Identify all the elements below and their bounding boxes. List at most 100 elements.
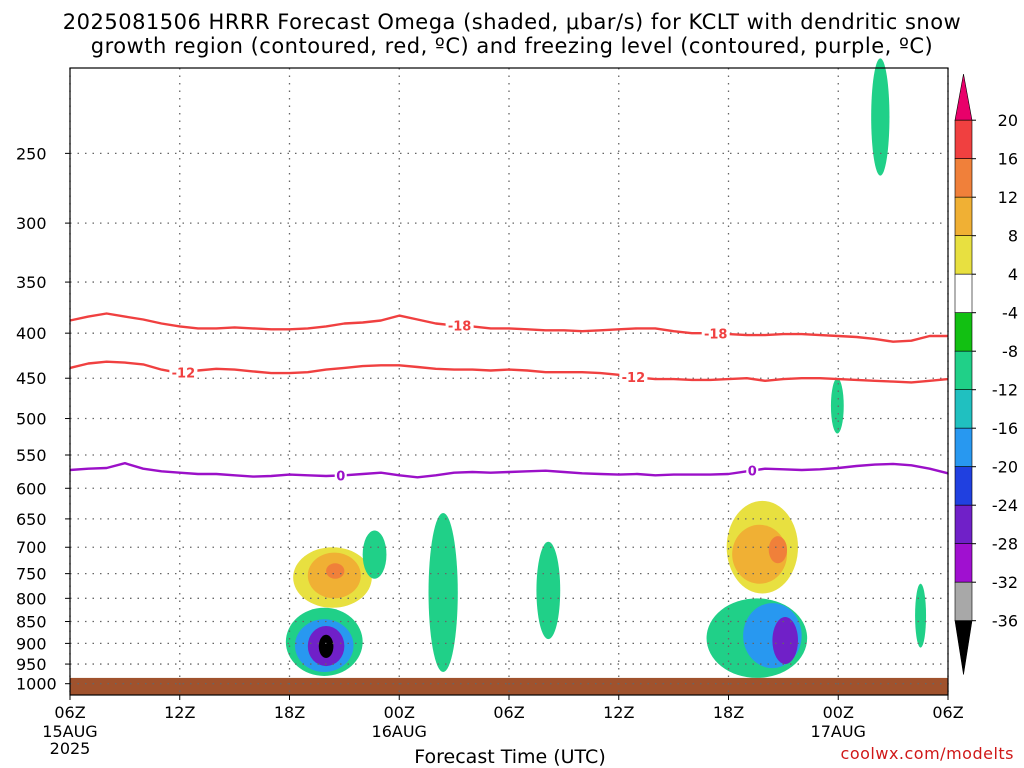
x-date-label: 16AUG xyxy=(372,722,427,741)
colorbar-band xyxy=(954,466,973,506)
chart-title-line-2: growth region (contoured, red, ºC) and f… xyxy=(90,34,934,58)
x-tick-label: 12Z xyxy=(603,703,634,722)
contour-label: -18 xyxy=(704,327,728,342)
colorbar-tick-label: -20 xyxy=(992,458,1018,477)
contour-label-bg xyxy=(701,326,730,341)
pressure-axis: 250 300 350 400 450 500 550 600 650 700 750 800 850 9… xyxy=(16,144,70,694)
chart-title-line-1: 2025081506 HRRR Forecast Omega (shaded, … xyxy=(62,10,962,34)
omega-shade-15 xyxy=(472,643,491,658)
colorbar-band xyxy=(954,235,973,275)
site-credit: coolwx.com/modelts xyxy=(840,744,1014,763)
contour-label-bg xyxy=(619,369,648,384)
y-tick-label: 900 xyxy=(16,634,47,653)
omega-shade-23 xyxy=(772,616,799,665)
colorbar-band xyxy=(954,119,973,159)
y-tick-label: 600 xyxy=(16,479,47,498)
y-tick-label: 250 xyxy=(16,144,47,163)
contour-label: -18 xyxy=(448,320,472,335)
x-tick-label: 06Z xyxy=(493,703,524,722)
omega-shade-25 xyxy=(830,378,844,434)
colorbar-tick-label: -12 xyxy=(992,381,1018,400)
colorbar-tick-label: -24 xyxy=(992,496,1018,515)
omega-shade-8 xyxy=(326,563,345,579)
colorbar-band xyxy=(954,504,973,545)
colorbar-tick-label: -16 xyxy=(992,419,1018,438)
colorbar-bottom-arrow xyxy=(954,620,973,675)
colorbar-band xyxy=(954,389,973,429)
colorbar-tick-label: 16 xyxy=(998,150,1018,169)
contour-label: 0 xyxy=(336,469,345,484)
contour-label-bg xyxy=(169,365,198,380)
colorbar-band xyxy=(954,273,973,314)
contour-label-bg xyxy=(445,318,474,333)
y-tick-label: 500 xyxy=(16,410,47,429)
contour-label: 0 xyxy=(748,465,757,480)
contour-label: -12 xyxy=(622,371,646,386)
contour-line-0 xyxy=(69,462,949,479)
y-tick-label: 550 xyxy=(16,446,47,465)
x-axis-label: Forecast Time (UTC) xyxy=(414,746,606,768)
omega-shade-14 xyxy=(428,512,458,673)
colorbar-tick-label: -4 xyxy=(1002,304,1018,323)
contour-line--18 xyxy=(69,312,948,343)
colorbar-tick-label: -28 xyxy=(992,535,1018,554)
x-tick-label: 00Z xyxy=(823,703,854,722)
omega-shade-12 xyxy=(318,634,334,658)
x-tick-label: 18Z xyxy=(274,703,305,722)
colorbar-top-arrow xyxy=(954,73,973,121)
y-tick-label: 450 xyxy=(16,369,47,388)
colorbar-band xyxy=(954,196,973,236)
contour-label-bg xyxy=(334,468,347,483)
temperature-contours: -18 -18 -12 -12 0 0 xyxy=(69,312,949,484)
y-tick-label: 950 xyxy=(16,655,47,674)
omega-shade-13 xyxy=(362,530,387,579)
surface-ground-layer xyxy=(70,677,948,695)
x-tick-label: 06Z xyxy=(54,703,85,722)
y-tick-label: 750 xyxy=(16,565,47,584)
colorbar-tick-label: -32 xyxy=(992,573,1018,592)
colorbar-band xyxy=(954,350,973,391)
contour-label-bg xyxy=(746,463,759,478)
y-tick-label: 1000 xyxy=(16,675,57,694)
time-axis: 06Z 12Z 18Z 00Z 06Z 12Z 18Z 00Z 06Z15AUG202516AU… xyxy=(42,695,964,758)
colorbar-band xyxy=(954,581,973,622)
omega-shade-4 xyxy=(388,333,405,427)
x-tick-label: 06Z xyxy=(932,703,963,722)
y-tick-label: 700 xyxy=(16,538,47,557)
omega-shade-1 xyxy=(434,77,445,169)
colorbar-band xyxy=(954,543,973,583)
x-tick-label: 18Z xyxy=(713,703,744,722)
y-tick-label: 400 xyxy=(16,324,47,343)
omega-shade-16 xyxy=(536,541,561,640)
colorbar-tick-label: 12 xyxy=(998,188,1018,207)
omega-shade-24 xyxy=(871,58,890,176)
ground-fill xyxy=(70,677,948,695)
x-date-label: 17AUG xyxy=(811,722,866,741)
x-tick-label: 12Z xyxy=(164,703,195,722)
omega-shade-3 xyxy=(426,292,455,370)
omega-shade-26 xyxy=(915,583,927,648)
colorbar-tick-label: -36 xyxy=(992,612,1018,631)
x-date-label: 15AUG xyxy=(42,722,97,741)
contour-label: -12 xyxy=(172,367,196,382)
omega-colorbar: 20 16 12 8 4 -4 -8 -12 -16 -20 -24 -28 -32 -36 xyxy=(954,73,1018,675)
colorbar-tick-label: 4 xyxy=(1008,265,1018,284)
omega-shade-20 xyxy=(768,536,788,564)
y-tick-label: 850 xyxy=(16,613,47,632)
y-tick-label: 300 xyxy=(16,214,47,233)
colorbar-tick-label: -8 xyxy=(1002,342,1018,361)
colorbar-band xyxy=(954,312,973,352)
x-tick-label: 00Z xyxy=(384,703,415,722)
x-date-label: 2025 xyxy=(50,739,91,758)
colorbar-tick-label: 20 xyxy=(998,111,1018,130)
y-tick-label: 350 xyxy=(16,273,47,292)
colorbar-band xyxy=(954,427,973,468)
omega-shade-0 xyxy=(148,210,162,283)
y-tick-label: 650 xyxy=(16,510,47,529)
grid-lines xyxy=(69,68,949,695)
y-tick-label: 800 xyxy=(16,589,47,608)
contour-line--12 xyxy=(69,360,949,384)
omega-shaded-regions xyxy=(148,58,927,678)
colorbar-band xyxy=(954,158,973,198)
